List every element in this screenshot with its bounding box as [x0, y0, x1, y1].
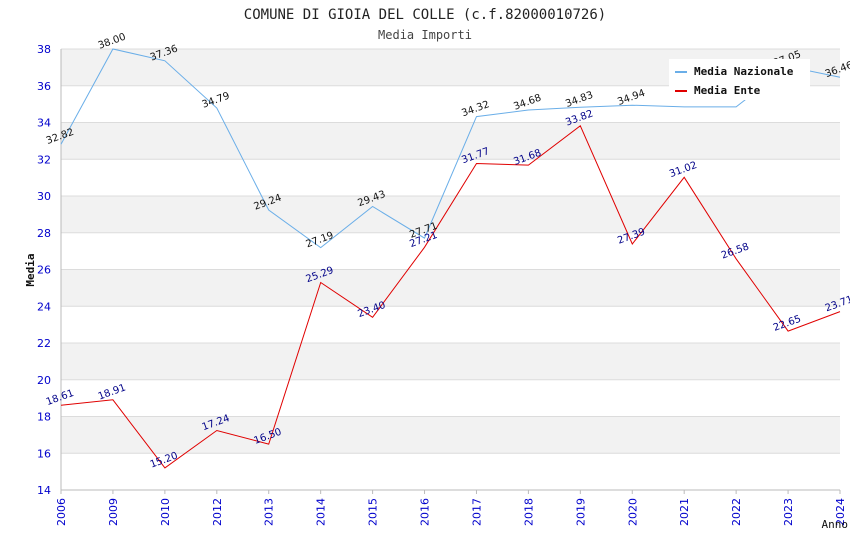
legend: Media Nazionale Media Ente: [669, 59, 810, 100]
series-line-media-nazionale: [60, 48, 841, 249]
x-tick-label: 2015: [367, 498, 380, 526]
x-tick-label: 2016: [419, 498, 432, 526]
legend-label-media-nazionale: Media Nazionale: [694, 65, 794, 78]
plot-band: [61, 232, 840, 270]
x-tick-label: 2024: [834, 498, 847, 526]
y-tick-label: 22: [37, 337, 51, 350]
y-tick-label: 16: [37, 447, 51, 460]
plot-band: [61, 416, 840, 454]
y-tick-label: 24: [37, 300, 51, 313]
plot-band: [61, 379, 840, 417]
legend-box: [669, 59, 810, 100]
axes: [60, 49, 840, 491]
x-tick-label: 2006: [55, 498, 68, 526]
plot-band: [61, 269, 840, 307]
plot-band: [61, 122, 840, 160]
plot-band: [61, 343, 840, 380]
y-tick-label: 30: [37, 190, 51, 203]
y-tick-label: 14: [37, 484, 51, 497]
x-tick-label: 2023: [782, 498, 795, 526]
x-tick-label: 2018: [522, 498, 535, 526]
y-tick-label: 36: [37, 80, 51, 93]
x-tick-label: 2022: [730, 498, 743, 526]
x-tick-label: 2021: [678, 498, 691, 526]
x-tick-label: 2017: [470, 498, 483, 526]
x-axis-ticks: 2006 2009 2010 2012 2013 2014 2015 2016 2017 2018…: [55, 490, 847, 526]
y-tick-label: 18: [37, 411, 51, 424]
x-tick-label: 2019: [574, 498, 587, 526]
plot-background: [61, 49, 840, 490]
y-tick-label: 34: [37, 117, 51, 130]
plot-band: [61, 453, 840, 490]
x-tick-label: 2013: [263, 498, 276, 526]
chart-subtitle: Media Importi: [378, 28, 472, 42]
x-tick-label: 2020: [626, 498, 639, 526]
plot-band: [61, 306, 840, 343]
y-tick-label: 32: [37, 153, 51, 166]
x-tick-label: 2012: [211, 498, 224, 526]
plot-band: [61, 196, 840, 233]
x-tick-label: 2014: [315, 498, 328, 526]
y-tick-label: 28: [37, 227, 51, 240]
y-tick-label: 38: [37, 43, 51, 56]
legend-label-media-ente: Media Ente: [694, 84, 761, 97]
series-lines: [60, 48, 841, 469]
y-axis-ticks: 14 16 18 20 22 24 26 28 30 32 34 36 38: [37, 43, 51, 497]
series-line-media-ente: [60, 125, 841, 469]
y-axis-label: Media: [24, 253, 37, 286]
chart-title: COMUNE DI GIOIA DEL COLLE (c.f.820000107…: [244, 7, 606, 23]
x-tick-label: 2009: [107, 498, 120, 526]
x-axis-label: Anno: [822, 518, 849, 531]
y-tick-label: 26: [37, 264, 51, 277]
y-tick-label: 20: [37, 374, 51, 387]
x-tick-label: 2010: [159, 498, 172, 526]
